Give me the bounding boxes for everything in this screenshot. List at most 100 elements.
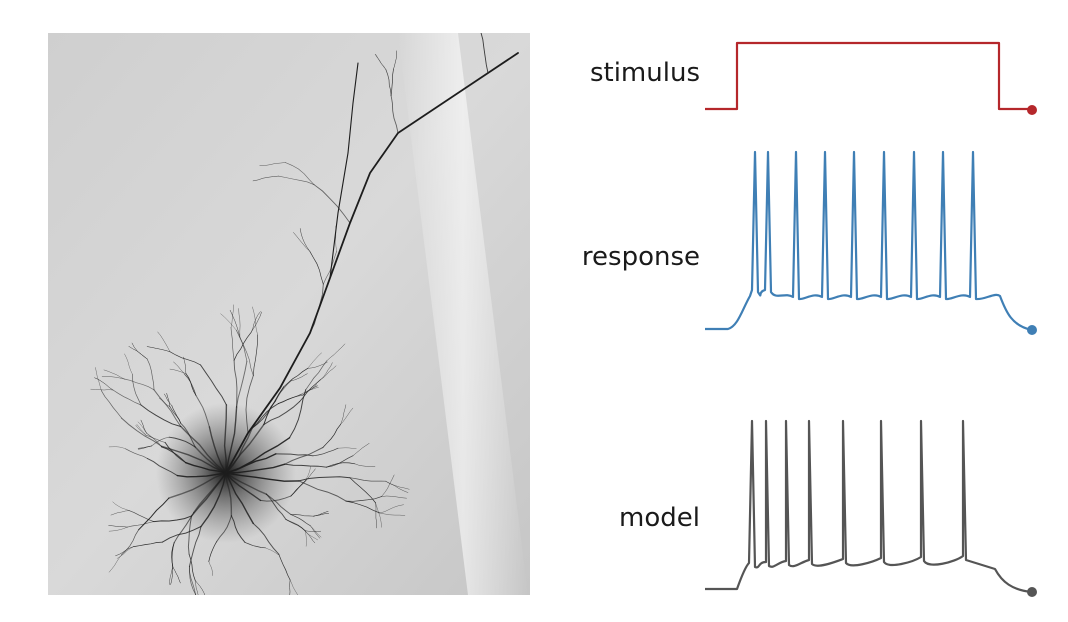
dendrite-branch (146, 346, 171, 352)
dendrite-branch (108, 525, 128, 528)
dendrite-branch (173, 512, 195, 544)
dendrite-branch (260, 495, 292, 502)
dendrite-branch (225, 472, 233, 517)
dendrite-branch (290, 514, 314, 517)
dendrite-branch (101, 376, 125, 380)
dendrite-branch (239, 336, 254, 376)
dendrite-branch (194, 580, 206, 595)
dendrite-branch (136, 424, 147, 436)
dendrite-branch (345, 500, 381, 514)
dendrite-branch (200, 472, 227, 528)
dendrite-branch (180, 425, 227, 474)
dendrite-branch (381, 495, 407, 499)
dendrite-branch (187, 515, 193, 555)
dendrite-branch (170, 566, 174, 585)
dendrite-branch (230, 327, 235, 361)
dendrite-branch (480, 33, 489, 74)
dendrite-branch (189, 566, 197, 595)
dendrite-branch (277, 175, 315, 186)
dendrite-branch (128, 346, 148, 360)
dendrite-branch (125, 448, 148, 459)
dendrite-branch (263, 401, 301, 426)
dendrite-branch (390, 68, 394, 97)
dendrite-branch (169, 351, 201, 366)
dendrite-branch (320, 362, 333, 381)
dendrite-branch (313, 184, 351, 224)
dendrite-branch (244, 542, 266, 549)
dendrite-branch (278, 393, 303, 404)
dendrite-branch (185, 373, 197, 396)
dendrite-branch (289, 389, 307, 439)
dendrite-branch (309, 283, 324, 334)
dendrite-branch (208, 541, 217, 562)
dendrite-branch (225, 423, 265, 474)
stimulus-trace (705, 41, 1032, 111)
dendrite-branch (162, 526, 202, 543)
dendrite-branch (133, 541, 163, 547)
dendrite-branch (304, 530, 322, 532)
dendrite-branch (250, 311, 261, 333)
dendrite-branch (171, 405, 182, 424)
dendrite-branch (320, 365, 337, 381)
dendrite-branch (251, 403, 279, 429)
dendrite-branch (153, 389, 182, 427)
model-label: model (619, 503, 700, 533)
dendrite-branch (208, 426, 227, 474)
dendrite-branch (326, 455, 354, 468)
dendrite-branch (310, 525, 321, 539)
dendrite-branch (299, 228, 311, 252)
dendrite-branch (275, 453, 314, 457)
dendrite-branch (390, 95, 399, 134)
dendrite-branch (103, 369, 125, 380)
dendrite-branch (121, 529, 140, 556)
dendrite-branch (349, 477, 386, 482)
dendrite-branch (349, 477, 376, 504)
stimulus-end-dot (1027, 105, 1037, 115)
dendrite-branch (375, 502, 377, 529)
neuron-micrograph (48, 33, 530, 595)
dendrite-branch (138, 497, 170, 531)
dendrite-branch (194, 580, 199, 595)
dendrite-branch (352, 443, 370, 456)
dendrite-branch (171, 542, 175, 568)
dendrite-branch (313, 511, 329, 517)
dendrite-branch (305, 360, 328, 391)
dendrite-branch (304, 530, 316, 544)
dendrite-branch (135, 425, 147, 436)
dendrite-branch (283, 368, 308, 388)
dendrite-branch (123, 378, 155, 391)
apical-dendrite-branch (329, 62, 359, 279)
dendrite-branch (304, 530, 307, 547)
dendrite-branch (326, 462, 356, 468)
dendrite-branch (193, 472, 227, 514)
dendrite-branch (161, 446, 187, 464)
dendrite-branch (393, 50, 397, 70)
dendrite-branch (146, 358, 155, 391)
dendrite-branch (305, 465, 312, 481)
dendrite-branch (101, 390, 123, 419)
dendrite-branch (337, 447, 357, 449)
dendrite-branch (160, 445, 227, 474)
dendrite-branch (216, 515, 232, 543)
dendrite-branch (188, 553, 196, 581)
dendrite-branch (225, 437, 291, 474)
dendrite-branch (164, 393, 173, 406)
dendrite-branch (90, 388, 114, 391)
dendrite-branch (326, 343, 346, 362)
dendrite-branch (252, 522, 280, 555)
dendrite-branch (173, 361, 185, 375)
dendrite-branch (354, 463, 376, 467)
dendrite-branch (195, 395, 210, 428)
dendrite-branch (166, 393, 171, 407)
response-trace (705, 150, 1033, 332)
dendrite-branch (225, 406, 238, 474)
dendrite-branch (252, 175, 279, 182)
dendrite-branch (233, 331, 252, 361)
dendrite-branch (121, 417, 163, 447)
dendrite-branch (379, 504, 404, 514)
dendrite-branch (298, 480, 347, 502)
dendrite-branch (110, 510, 130, 516)
dendrite-branch (284, 162, 315, 186)
dendrite-branch (153, 515, 193, 523)
dendrite-branch (146, 432, 162, 448)
